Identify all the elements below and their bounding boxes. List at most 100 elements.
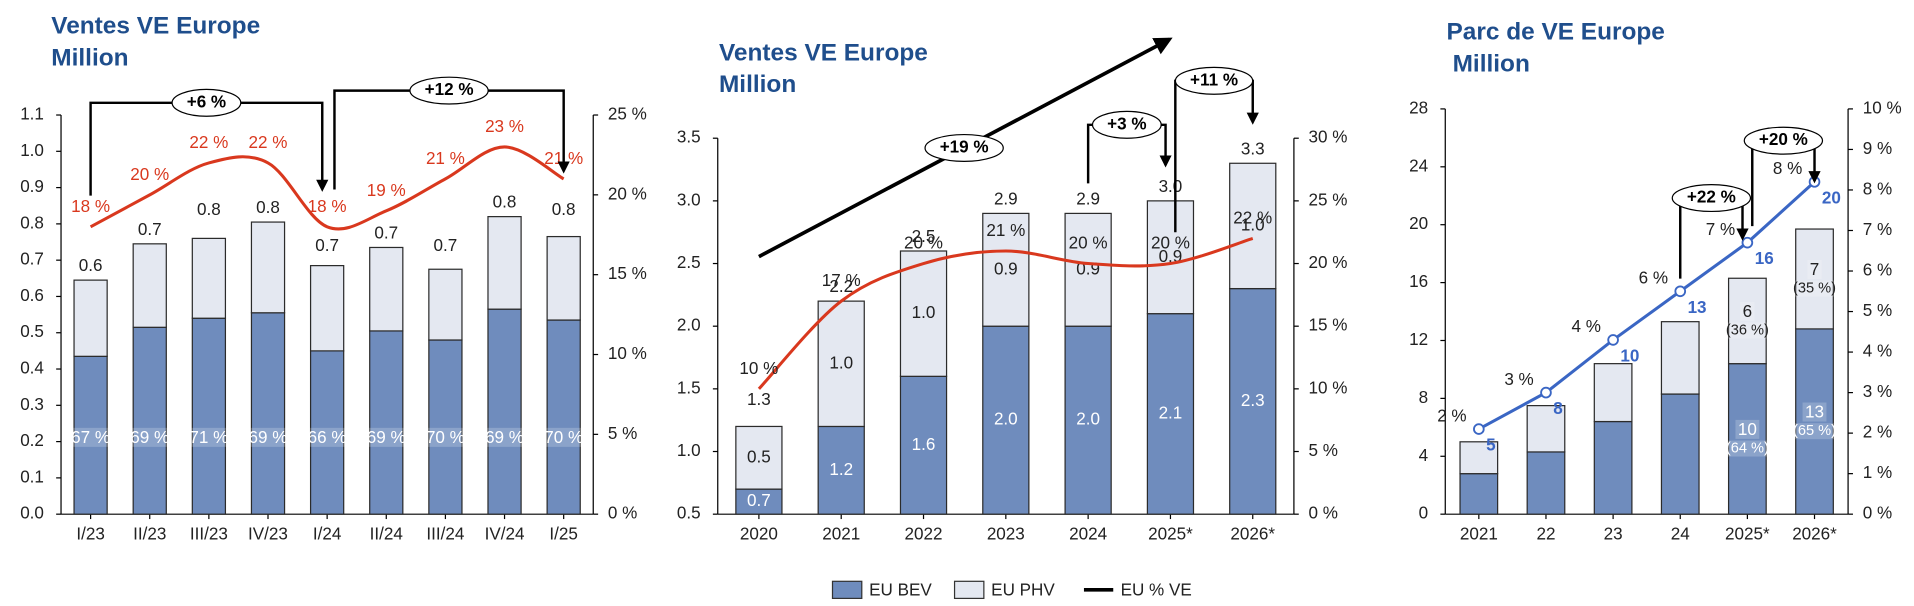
segment-label: 1.0: [1241, 215, 1265, 234]
bar-segment: [369, 246, 404, 332]
bar-segment: [1526, 405, 1566, 453]
total-label: 2.9: [994, 189, 1018, 208]
total-label: 0.7: [374, 224, 398, 243]
line-marker: [1607, 334, 1619, 346]
line-label: 18 %: [308, 197, 347, 216]
line: [89, 145, 565, 231]
y-tick-label: 3.5: [677, 128, 701, 147]
legend-swatch: [953, 580, 985, 600]
bar-segment: [309, 264, 345, 352]
y-tick-label: 0.8: [20, 213, 44, 232]
chart-title: Parc de VE Europe: [1446, 19, 1664, 46]
x-tick-label: III/24: [426, 524, 464, 543]
y-tick-label: 0.6: [20, 286, 44, 305]
y2-tick-label: 25 %: [608, 105, 647, 124]
y2-tick-label: 10 %: [1309, 378, 1348, 397]
annotation-label: +20 %: [1759, 130, 1808, 149]
share-label: (65 %): [1793, 423, 1836, 439]
y-tick-label: 16: [1409, 272, 1428, 291]
annotation-bubble: [1671, 183, 1752, 213]
y2-tick-label: 4 %: [1863, 342, 1892, 361]
bar-segment: [899, 375, 948, 515]
share-label: (64 %): [1726, 441, 1769, 457]
annotation-bubble: [171, 88, 242, 117]
line-marker: [1540, 386, 1552, 399]
x-tick-label: I/24: [313, 524, 342, 543]
share-label: 69 %: [130, 428, 169, 447]
bar-segment: [132, 326, 167, 515]
line-label: 17 %: [822, 271, 861, 290]
total-label: 0.7: [434, 236, 458, 255]
y2-tick-label: 10 %: [1863, 98, 1902, 117]
chart-title: Ventes VE Europe: [51, 13, 260, 40]
segment-label: 2.0: [1076, 410, 1100, 429]
total-label: 3.0: [1159, 177, 1183, 196]
y-tick-label: 0.4: [20, 359, 44, 378]
line-label: 4 %: [1571, 317, 1600, 336]
legend-label: EU BEV: [869, 581, 932, 600]
bar-segment: [546, 319, 581, 515]
x-tick-label: 2021: [1460, 524, 1498, 543]
legend: EU BEV EU PHV EU % VE: [831, 580, 1192, 600]
bar-segment: [428, 339, 463, 515]
x-tick-label: III/23: [190, 524, 228, 543]
y2-tick-label: 20 %: [608, 184, 647, 203]
label-box: [1802, 402, 1827, 422]
y2-tick-label: 0 %: [1863, 504, 1892, 523]
line-label: 22 %: [1233, 208, 1272, 227]
y2-tick-label: 15 %: [608, 264, 647, 283]
share-label: 69 %: [485, 428, 524, 447]
y-tick-label: 0.5: [20, 322, 44, 341]
line-label: 3 %: [1504, 370, 1533, 389]
line-marker: [1741, 236, 1754, 249]
label-box: [1723, 440, 1772, 457]
annotation-label: +11 %: [1190, 70, 1238, 89]
share-label: 67 %: [71, 428, 110, 447]
y2-tick-label: 5 %: [1309, 441, 1338, 460]
segment-label: 0.9: [994, 259, 1018, 278]
bar-segment: [1229, 162, 1277, 290]
y-tick-label: 4: [1419, 446, 1429, 465]
bar-segment: [1064, 325, 1112, 515]
bar-segment: [73, 355, 108, 515]
total-label: 8: [1553, 399, 1563, 418]
total-label: 3.3: [1241, 139, 1265, 158]
segment-label: 1.6: [912, 435, 936, 454]
y-tick-label: 3.0: [677, 190, 701, 209]
label-box: [1723, 322, 1772, 339]
bar-segment: [1795, 328, 1834, 515]
annotation-label: +22 %: [1687, 188, 1736, 207]
x-tick-label: 22: [1536, 524, 1555, 543]
bar-segment: [899, 250, 948, 377]
annotation-bubble: [1174, 66, 1254, 95]
label-box: [1790, 280, 1839, 297]
bar-segment: [250, 312, 286, 515]
y-tick-label: 0.1: [20, 467, 44, 486]
share-label: 70 %: [426, 428, 465, 447]
y-tick-label: 1.0: [20, 141, 44, 160]
y2-tick-label: 2 %: [1863, 423, 1892, 442]
y2-tick-label: 20 %: [1309, 253, 1348, 272]
segment-label: 7: [1810, 260, 1820, 279]
y2-tick-label: 6 %: [1863, 261, 1892, 280]
line-label: 23 %: [485, 117, 524, 136]
total-label: 0.6: [79, 256, 103, 275]
bar-segment: [1526, 451, 1566, 515]
segment-label: 13: [1805, 403, 1824, 422]
x-tick-label: 2025*: [1725, 524, 1770, 543]
total-label: 0.7: [315, 236, 339, 255]
share-label: 70 %: [544, 428, 583, 447]
segment-label: 2.0: [994, 410, 1018, 429]
total-label: 0.8: [256, 198, 280, 217]
share-label: (35 %): [1793, 281, 1836, 297]
share-label: 71 %: [189, 428, 228, 447]
y-tick-label: 1.5: [677, 378, 701, 397]
annotation-bubble: [924, 133, 1004, 163]
y2-tick-label: 7 %: [1863, 220, 1892, 239]
bar-segment: [369, 330, 404, 515]
annotation-bubble: [1743, 126, 1824, 155]
total-label: 1.3: [747, 390, 771, 409]
y-tick-label: 12: [1409, 330, 1428, 349]
annotation-bubble: [1091, 110, 1162, 139]
